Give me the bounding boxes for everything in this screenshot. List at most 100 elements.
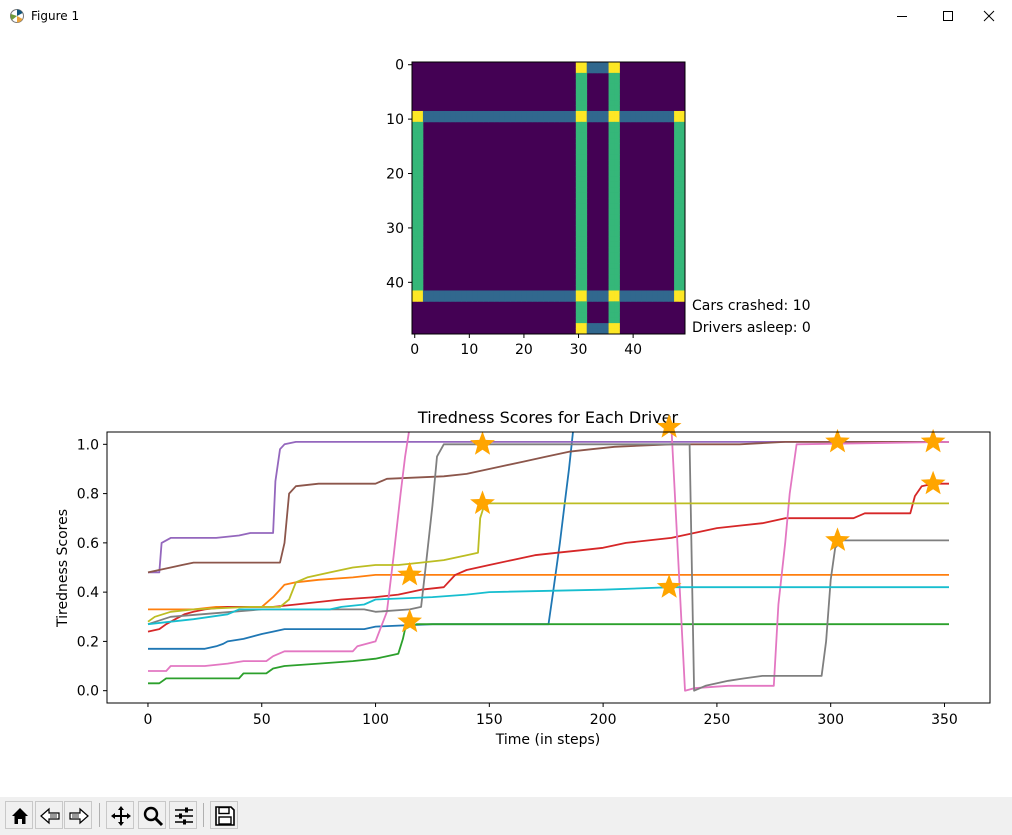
- grid-cell: [581, 208, 588, 215]
- grid-cell: [412, 219, 418, 226]
- grid-cell: [428, 295, 435, 302]
- grid-cell: [515, 290, 522, 297]
- grid-cell: [608, 181, 615, 188]
- grid-cell: [581, 192, 588, 199]
- zoom-button[interactable]: [138, 801, 166, 829]
- grid-cell: [575, 62, 582, 68]
- grid-cell: [608, 198, 615, 204]
- grid-cell: [614, 132, 620, 139]
- grid-cell: [614, 252, 620, 259]
- grid-cell: [624, 110, 631, 117]
- zoom-icon: [143, 806, 164, 827]
- grid-cell: [575, 306, 582, 313]
- grid-cell: [575, 170, 582, 177]
- configure-subplots-button[interactable]: [169, 801, 197, 829]
- grid-cell: [581, 116, 588, 123]
- grid-cell: [422, 290, 429, 297]
- grid-cell: [614, 301, 620, 308]
- grid-cell: [674, 132, 680, 139]
- grid-cell: [614, 72, 620, 79]
- grid-cell: [674, 110, 680, 117]
- grid-cell: [614, 219, 620, 226]
- grid-cell: [548, 116, 555, 123]
- grid-cell: [679, 192, 686, 199]
- grid-cell: [679, 225, 686, 232]
- forward-button[interactable]: [64, 801, 92, 829]
- grid-cell: [581, 83, 588, 90]
- x-axis-label: Time (in steps): [495, 732, 600, 748]
- grid-cell: [614, 274, 620, 280]
- grid-cell: [679, 110, 686, 117]
- grid-cell: [417, 252, 424, 259]
- grid-cell: [592, 62, 599, 68]
- grid-cell: [412, 203, 418, 210]
- grid-cell: [575, 192, 582, 199]
- grid-cell: [532, 116, 538, 123]
- grid-cell: [575, 203, 582, 210]
- grid-cell: [412, 154, 418, 161]
- grid-cell: [614, 192, 620, 199]
- grid-cell: [493, 116, 500, 123]
- grid-cell: [575, 105, 582, 112]
- grid-cell: [581, 252, 588, 259]
- y-tick-label: 30: [386, 221, 404, 237]
- grid-cell: [455, 295, 462, 302]
- back-button[interactable]: [35, 801, 63, 829]
- grid-cell: [417, 246, 424, 253]
- maximize-button[interactable]: [925, 0, 971, 32]
- grid-cell: [592, 295, 599, 302]
- grid-cell: [679, 159, 686, 166]
- grid-cell: [417, 192, 424, 199]
- grid-cell: [455, 110, 462, 117]
- grid-cell: [564, 290, 571, 297]
- grid-cell: [586, 62, 593, 68]
- close-button[interactable]: [966, 0, 1012, 32]
- grid-cell: [417, 203, 424, 210]
- pan-icon: [111, 806, 131, 826]
- grid-cell: [614, 295, 620, 302]
- star-marker: [397, 561, 422, 586]
- grid-cell: [417, 181, 424, 188]
- star-marker: [656, 414, 682, 438]
- grid-cell: [482, 295, 489, 302]
- grid-cell: [674, 236, 680, 242]
- grid-cell: [553, 290, 560, 297]
- grid-cell: [450, 116, 457, 123]
- grid-cell: [624, 116, 631, 123]
- grid-cell: [581, 149, 588, 155]
- grid-cell: [570, 295, 577, 302]
- grid-cell: [608, 187, 615, 193]
- grid-cell: [608, 279, 615, 286]
- grid-cell: [412, 181, 418, 188]
- grid-cell: [575, 328, 582, 335]
- home-button[interactable]: [5, 801, 33, 829]
- grid-cell: [657, 290, 664, 297]
- figure-canvas: 0 10 20 30 40 0 10 20 30 40 Cars crashed: 10 Driv…: [0, 32, 1012, 797]
- grid-cell: [679, 246, 686, 253]
- minimize-button[interactable]: [879, 0, 925, 32]
- grid-heatmap-ticks: 0 10 20 30 40 0 10 20 30 40: [386, 58, 642, 358]
- grid-cell: [614, 312, 620, 319]
- grid-cell: [614, 83, 620, 90]
- grid-cell: [635, 116, 642, 123]
- grid-cell: [674, 165, 680, 172]
- grid-cell: [521, 290, 528, 297]
- grid-cell: [581, 257, 588, 264]
- grid-cell: [592, 328, 599, 335]
- grid-cell: [608, 94, 615, 101]
- grid-cell: [417, 263, 424, 270]
- series-line-0: [148, 432, 574, 650]
- grid-cell: [614, 187, 620, 193]
- grid-cell: [412, 187, 418, 193]
- save-button[interactable]: [210, 801, 238, 829]
- grid-cell: [674, 143, 680, 150]
- pan-button[interactable]: [106, 801, 134, 829]
- grid-cell: [581, 132, 588, 139]
- grid-cell: [472, 116, 478, 123]
- grid-cell: [674, 187, 680, 193]
- grid-cell: [608, 127, 615, 134]
- grid-cell: [537, 110, 544, 117]
- grid-cell: [652, 110, 659, 117]
- grid-cell: [450, 110, 457, 117]
- grid-cell: [581, 246, 588, 253]
